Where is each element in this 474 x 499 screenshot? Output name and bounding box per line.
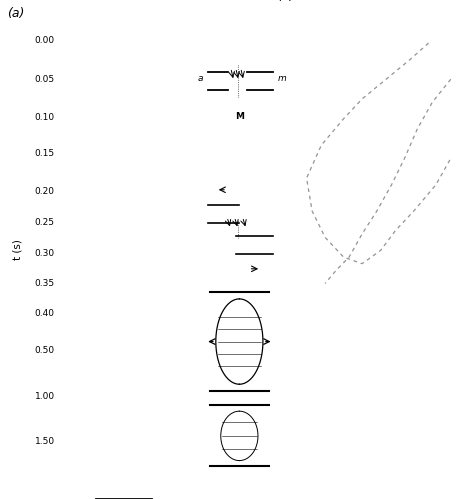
Ellipse shape — [309, 200, 327, 249]
Ellipse shape — [107, 379, 173, 414]
Ellipse shape — [336, 178, 344, 204]
Text: a: a — [198, 74, 203, 83]
Ellipse shape — [337, 261, 350, 272]
Ellipse shape — [94, 69, 136, 90]
Text: t (s): t (s) — [13, 239, 23, 260]
Ellipse shape — [402, 247, 419, 267]
Ellipse shape — [327, 99, 346, 125]
Ellipse shape — [91, 179, 135, 204]
Ellipse shape — [95, 30, 137, 51]
Ellipse shape — [150, 142, 189, 166]
Text: 0.50: 0.50 — [35, 346, 55, 355]
Ellipse shape — [307, 131, 318, 173]
Ellipse shape — [151, 179, 190, 204]
Ellipse shape — [343, 53, 355, 65]
Ellipse shape — [455, 142, 465, 175]
Ellipse shape — [149, 106, 187, 128]
Text: (a): (a) — [7, 7, 24, 20]
Ellipse shape — [93, 210, 186, 236]
Text: 0.35: 0.35 — [35, 278, 55, 288]
Ellipse shape — [92, 142, 136, 166]
Ellipse shape — [431, 237, 441, 251]
Ellipse shape — [386, 69, 404, 83]
Text: m: m — [278, 74, 287, 83]
Text: (b): (b) — [277, 0, 295, 3]
Ellipse shape — [355, 95, 369, 110]
Text: 0.05: 0.05 — [35, 75, 55, 84]
Ellipse shape — [391, 188, 407, 227]
Ellipse shape — [96, 299, 183, 328]
FancyBboxPatch shape — [105, 180, 177, 203]
Ellipse shape — [110, 424, 170, 460]
Text: 0.25: 0.25 — [35, 218, 55, 227]
Text: 0.15: 0.15 — [35, 149, 55, 158]
Ellipse shape — [93, 240, 186, 266]
Ellipse shape — [146, 30, 188, 51]
Ellipse shape — [440, 41, 469, 110]
Text: 0.00: 0.00 — [35, 36, 55, 45]
Ellipse shape — [382, 146, 391, 171]
Text: 0.20: 0.20 — [35, 187, 55, 196]
Ellipse shape — [297, 94, 309, 110]
Ellipse shape — [103, 335, 177, 366]
Text: 0.30: 0.30 — [35, 249, 55, 257]
Text: 0.10: 0.10 — [35, 112, 55, 122]
Text: M: M — [235, 112, 244, 121]
Ellipse shape — [299, 188, 307, 214]
Ellipse shape — [94, 106, 136, 128]
Ellipse shape — [147, 69, 189, 90]
Text: 1.00: 1.00 — [35, 392, 55, 401]
Ellipse shape — [95, 269, 184, 296]
Ellipse shape — [403, 26, 454, 59]
FancyBboxPatch shape — [107, 144, 175, 163]
Text: 0.40: 0.40 — [35, 309, 55, 318]
Ellipse shape — [410, 162, 448, 195]
Text: 1.50: 1.50 — [35, 437, 55, 446]
Ellipse shape — [365, 179, 381, 211]
Ellipse shape — [292, 238, 306, 263]
Ellipse shape — [439, 87, 455, 151]
